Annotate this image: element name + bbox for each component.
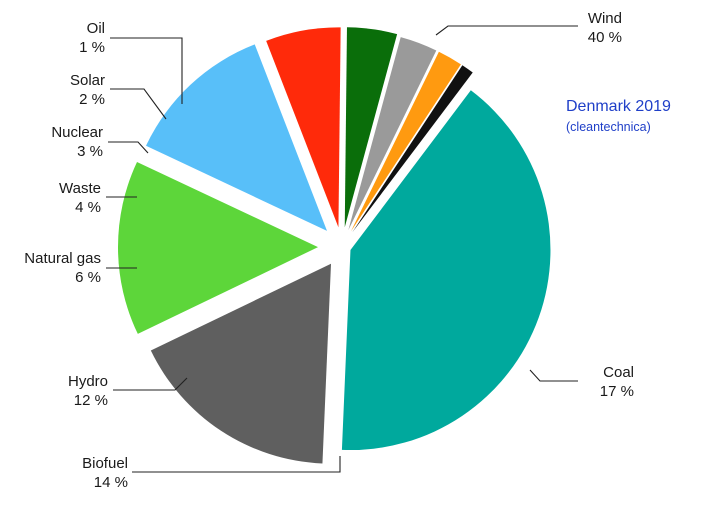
pie-slice-natural-gas xyxy=(266,27,341,228)
chart-subtitle: (cleantechnica) xyxy=(566,120,651,134)
slice-value-waste: 4 % xyxy=(75,199,101,216)
leader-line-solar xyxy=(110,88,167,120)
slice-value-solar: 2 % xyxy=(79,91,105,108)
pie-slice-wind xyxy=(341,90,551,451)
slice-label-wind: Wind 40 % xyxy=(588,10,622,46)
leader-line-biofuel xyxy=(132,456,341,473)
leader-line-hydro xyxy=(113,377,188,391)
slice-value-biofuel: 14 % xyxy=(94,474,128,491)
slice-label-nuclear: Nuclear 3 % xyxy=(51,124,103,160)
pie-slices xyxy=(118,27,551,464)
pie-slice-coal xyxy=(150,263,332,464)
slice-label-hydro: Hydro 12 % xyxy=(68,373,108,409)
pie-slice-hydro xyxy=(146,44,327,231)
slice-labels: Wind 40 % Coal 17 % Biofuel 14 % Hydro 12 % Natu… xyxy=(24,10,634,491)
pie-slice-nuclear xyxy=(348,37,437,231)
leader-line-nuclear xyxy=(108,141,149,154)
slice-label-coal: Coal 17 % xyxy=(600,364,634,400)
slice-value-wind: 40 % xyxy=(588,29,622,46)
slice-value-hydro: 12 % xyxy=(74,392,108,409)
slice-label-waste: Waste 4 % xyxy=(59,180,101,216)
leader-lines xyxy=(106,25,578,473)
pie-slice-biofuel xyxy=(118,162,319,334)
slice-label-oil: Oil 1 % xyxy=(79,20,105,56)
slice-label-biofuel: Biofuel 14 % xyxy=(82,455,128,491)
slice-label-natural-gas: Natural gas 6 % xyxy=(24,250,101,286)
slice-label-solar: Solar 2 % xyxy=(70,72,105,108)
slice-value-coal: 17 % xyxy=(600,383,634,400)
slice-value-natural-gas: 6 % xyxy=(75,269,101,286)
leader-line-coal xyxy=(529,369,578,382)
pie-slice-waste xyxy=(344,27,398,228)
leader-line-oil xyxy=(110,37,183,104)
slice-value-oil: 1 % xyxy=(79,39,105,56)
leader-line-wind xyxy=(435,25,578,36)
slice-value-nuclear: 3 % xyxy=(77,143,103,160)
chart-title: Denmark 2019 xyxy=(566,98,671,115)
pie-slice-oil xyxy=(352,65,473,233)
pie-slice-solar xyxy=(350,51,461,232)
